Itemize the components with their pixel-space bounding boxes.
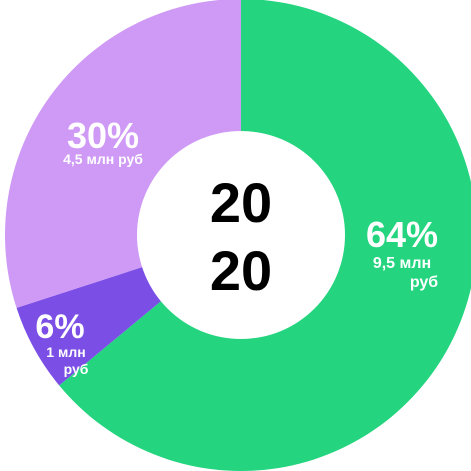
slice-amount-label: 4,5 млн руб: [63, 151, 143, 167]
center-label-line-2: 20: [210, 239, 272, 302]
slice-percent-label: 6%: [35, 308, 84, 346]
slice-amount-label: 9,5 млн: [373, 255, 431, 272]
donut-hole: [137, 131, 345, 339]
slice-percent-label: 64%: [366, 214, 438, 255]
center-label-line-1: 20: [210, 171, 272, 234]
slice-amount-label: руб: [410, 274, 438, 291]
slice-percent-label: 30%: [67, 115, 139, 156]
slice-amount-label: руб: [64, 361, 89, 377]
slice-amount-label: 1 млн: [46, 344, 85, 360]
